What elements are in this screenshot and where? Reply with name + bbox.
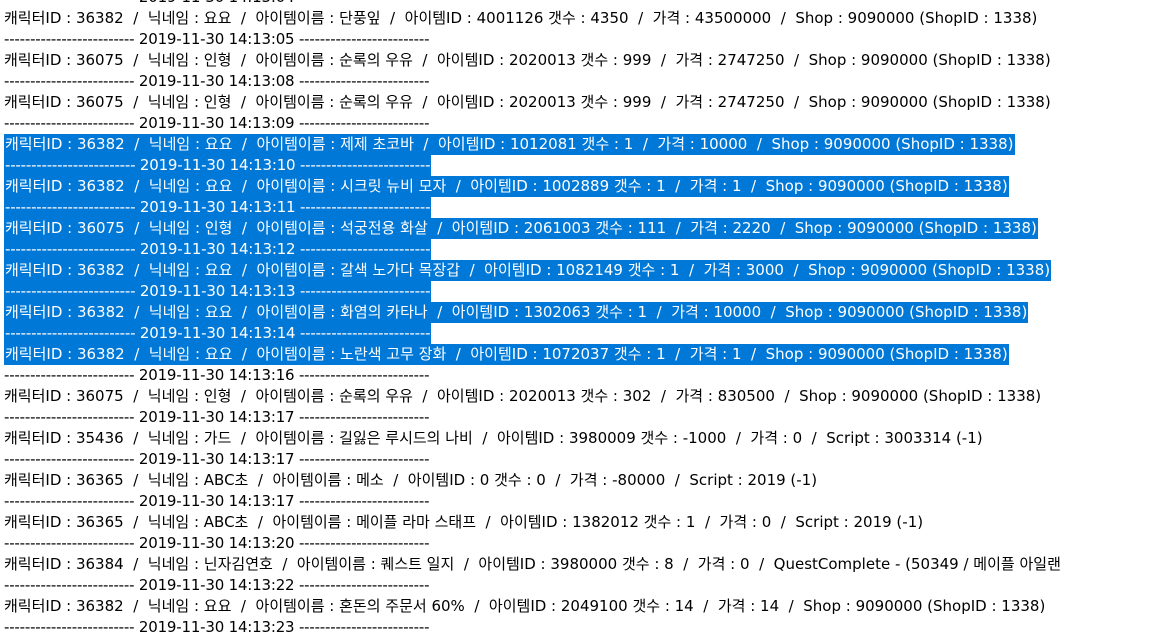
log-text-view[interactable]: ------------------------- 2019-11-30 14:…: [4, 0, 1168, 638]
log-timestamp-line[interactable]: ------------------------- 2019-11-30 14:…: [4, 617, 1168, 638]
log-timestamp-line[interactable]: ------------------------- 2019-11-30 14:…: [4, 239, 1168, 260]
timestamp-text: ------------------------- 2019-11-30 14:…: [4, 72, 430, 90]
log-timestamp-line[interactable]: ------------------------- 2019-11-30 14:…: [4, 449, 1168, 470]
entry-text: 캐릭터ID : 35436 / 닉네임 : 가드 / 아이템이름 : 길잃은 루…: [4, 429, 983, 447]
timestamp-text: ------------------------- 2019-11-30 14:…: [4, 576, 430, 594]
log-entry-line[interactable]: 캐릭터ID : 35436 / 닉네임 : 가드 / 아이템이름 : 길잃은 루…: [4, 428, 1168, 449]
log-timestamp-line[interactable]: ------------------------- 2019-11-30 14:…: [4, 533, 1168, 554]
log-entry-line[interactable]: 캐릭터ID : 36382 / 닉네임 : 요요 / 아이템이름 : 제제 초코…: [4, 134, 1168, 155]
log-entry-line[interactable]: 캐릭터ID : 36365 / 닉네임 : ABC초 / 아이템이름 : 메이플…: [4, 512, 1168, 533]
entry-text: 캐릭터ID : 36382 / 닉네임 : 요요 / 아이템이름 : 화염의 카…: [4, 302, 1029, 323]
log-entry-line[interactable]: 캐릭터ID : 36075 / 닉네임 : 인형 / 아이템이름 : 석궁전용 …: [4, 218, 1168, 239]
log-timestamp-line[interactable]: ------------------------- 2019-11-30 14:…: [4, 365, 1168, 386]
entry-text: 캐릭터ID : 36075 / 닉네임 : 인형 / 아이템이름 : 석궁전용 …: [4, 218, 1038, 239]
entry-text: 캐릭터ID : 36075 / 닉네임 : 인형 / 아이템이름 : 순록의 우…: [4, 51, 1051, 69]
timestamp-text: ------------------------- 2019-11-30 14:…: [4, 408, 430, 426]
log-timestamp-line[interactable]: ------------------------- 2019-11-30 14:…: [4, 323, 1168, 344]
log-timestamp-line[interactable]: ------------------------- 2019-11-30 14:…: [4, 281, 1168, 302]
entry-text: 캐릭터ID : 36382 / 닉네임 : 요요 / 아이템이름 : 노란색 고…: [4, 344, 1009, 365]
timestamp-text: ------------------------- 2019-11-30 14:…: [4, 197, 432, 218]
log-timestamp-line[interactable]: ------------------------- 2019-11-30 14:…: [4, 491, 1168, 512]
log-timestamp-line[interactable]: ------------------------- 2019-11-30 14:…: [4, 155, 1168, 176]
log-timestamp-line[interactable]: ------------------------- 2019-11-30 14:…: [4, 575, 1168, 596]
timestamp-text: ------------------------- 2019-11-30 14:…: [4, 114, 430, 132]
entry-text: 캐릭터ID : 36365 / 닉네임 : ABC초 / 아이템이름 : 메이플…: [4, 513, 924, 531]
log-entry-line[interactable]: 캐릭터ID : 36075 / 닉네임 : 인형 / 아이템이름 : 순록의 우…: [4, 92, 1168, 113]
entry-text: 캐릭터ID : 36075 / 닉네임 : 인형 / 아이템이름 : 순록의 우…: [4, 93, 1051, 111]
log-entry-line[interactable]: 캐릭터ID : 36382 / 닉네임 : 요요 / 아이템이름 : 단풍잎 /…: [4, 8, 1168, 29]
entry-text: 캐릭터ID : 36382 / 닉네임 : 요요 / 아이템이름 : 혼돈의 주…: [4, 597, 1046, 615]
entry-text: 캐릭터ID : 36384 / 닉네임 : 닌자김연호 / 아이템이름 : 퀘스…: [4, 555, 1061, 573]
log-entry-line[interactable]: 캐릭터ID : 36384 / 닉네임 : 닌자김연호 / 아이템이름 : 퀘스…: [4, 554, 1168, 575]
timestamp-text: ------------------------- 2019-11-30 14:…: [4, 492, 430, 510]
timestamp-text: ------------------------- 2019-11-30 14:…: [4, 239, 432, 260]
timestamp-text: ------------------------- 2019-11-30 14:…: [4, 323, 432, 344]
log-timestamp-line[interactable]: ------------------------- 2019-11-30 14:…: [4, 0, 1168, 8]
log-timestamp-line[interactable]: ------------------------- 2019-11-30 14:…: [4, 71, 1168, 92]
timestamp-text: ------------------------- 2019-11-30 14:…: [4, 450, 430, 468]
log-entry-line[interactable]: 캐릭터ID : 36382 / 닉네임 : 요요 / 아이템이름 : 혼돈의 주…: [4, 596, 1168, 617]
log-timestamp-line[interactable]: ------------------------- 2019-11-30 14:…: [4, 113, 1168, 134]
timestamp-text: ------------------------- 2019-11-30 14:…: [4, 281, 432, 302]
log-timestamp-line[interactable]: ------------------------- 2019-11-30 14:…: [4, 407, 1168, 428]
log-entry-line[interactable]: 캐릭터ID : 36382 / 닉네임 : 요요 / 아이템이름 : 화염의 카…: [4, 302, 1168, 323]
log-entry-line[interactable]: 캐릭터ID : 36365 / 닉네임 : ABC초 / 아이템이름 : 메소 …: [4, 470, 1168, 491]
entry-text: 캐릭터ID : 36075 / 닉네임 : 인형 / 아이템이름 : 순록의 우…: [4, 387, 1042, 405]
entry-text: 캐릭터ID : 36382 / 닉네임 : 요요 / 아이템이름 : 제제 초코…: [4, 134, 1015, 155]
log-entry-line[interactable]: 캐릭터ID : 36382 / 닉네임 : 요요 / 아이템이름 : 시크릿 뉴…: [4, 176, 1168, 197]
entry-text: 캐릭터ID : 36365 / 닉네임 : ABC초 / 아이템이름 : 메소 …: [4, 471, 818, 489]
timestamp-text: ------------------------- 2019-11-30 14:…: [4, 618, 430, 636]
log-timestamp-line[interactable]: ------------------------- 2019-11-30 14:…: [4, 29, 1168, 50]
timestamp-text: ------------------------- 2019-11-30 14:…: [4, 534, 430, 552]
entry-text: 캐릭터ID : 36382 / 닉네임 : 요요 / 아이템이름 : 갈색 노가…: [4, 260, 1052, 281]
log-entry-line[interactable]: 캐릭터ID : 36075 / 닉네임 : 인형 / 아이템이름 : 순록의 우…: [4, 50, 1168, 71]
log-entry-line[interactable]: 캐릭터ID : 36382 / 닉네임 : 요요 / 아이템이름 : 노란색 고…: [4, 344, 1168, 365]
entry-text: 캐릭터ID : 36382 / 닉네임 : 요요 / 아이템이름 : 단풍잎 /…: [4, 9, 1038, 27]
timestamp-text: ------------------------- 2019-11-30 14:…: [4, 155, 432, 176]
log-timestamp-line[interactable]: ------------------------- 2019-11-30 14:…: [4, 197, 1168, 218]
log-entry-line[interactable]: 캐릭터ID : 36075 / 닉네임 : 인형 / 아이템이름 : 순록의 우…: [4, 386, 1168, 407]
entry-text: 캐릭터ID : 36382 / 닉네임 : 요요 / 아이템이름 : 시크릿 뉴…: [4, 176, 1009, 197]
timestamp-text: ------------------------- 2019-11-30 14:…: [4, 366, 430, 384]
log-entry-line[interactable]: 캐릭터ID : 36382 / 닉네임 : 요요 / 아이템이름 : 갈색 노가…: [4, 260, 1168, 281]
timestamp-text: ------------------------- 2019-11-30 14:…: [4, 0, 429, 6]
timestamp-text: ------------------------- 2019-11-30 14:…: [4, 30, 430, 48]
